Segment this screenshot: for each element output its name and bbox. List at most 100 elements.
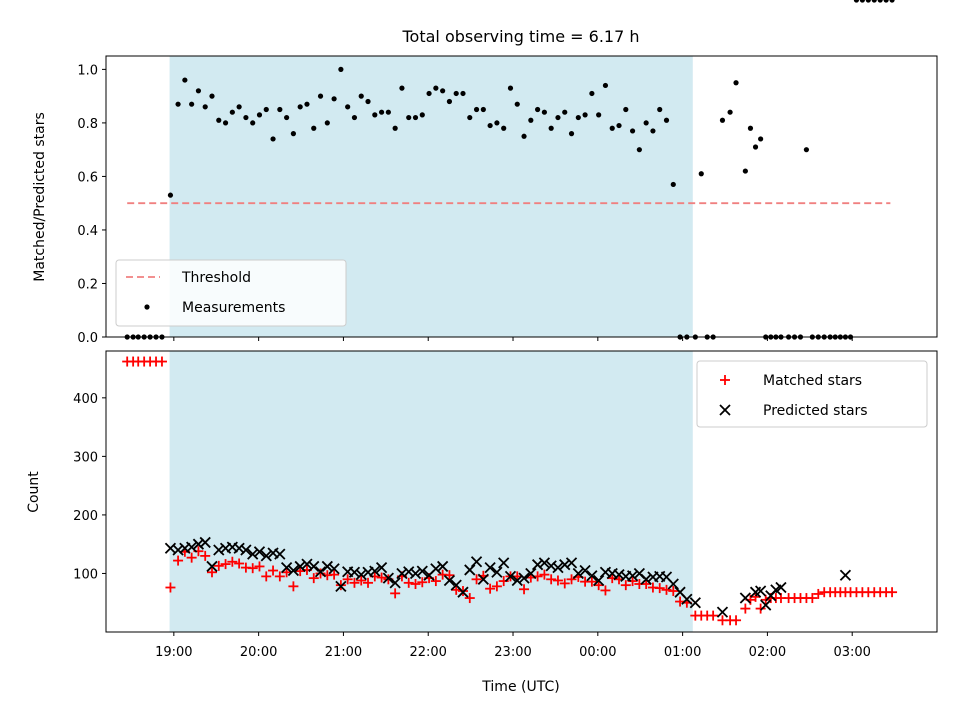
predicted-point — [626, 570, 639, 582]
measurement-point — [175, 101, 181, 107]
predicted-point — [274, 548, 286, 560]
legend-threshold-label: Threshold — [181, 270, 251, 286]
matched-point — [731, 615, 742, 626]
measurement-point — [727, 109, 733, 115]
predicted-point — [260, 550, 272, 562]
matched-point — [566, 574, 577, 585]
cross-b — [328, 563, 340, 575]
measurement-point — [284, 114, 290, 121]
matched-point — [485, 583, 496, 594]
predicted-point — [681, 593, 693, 605]
matched-point — [600, 585, 611, 596]
matched-point — [363, 577, 374, 588]
cross-b — [491, 566, 503, 578]
predicted-point — [396, 567, 408, 580]
matched-point — [430, 576, 441, 587]
cross-b — [219, 542, 232, 554]
legend-predicted-swatch — [719, 404, 731, 416]
bottom-panel: 100 200 300 400 19:00 20:00 21:00 22:00 23:00 00:… — [73, 350, 938, 660]
predicted-point — [328, 563, 340, 575]
measurement-point — [460, 90, 466, 97]
cross-b — [739, 592, 751, 604]
predicted-point — [640, 573, 652, 585]
cross-b — [518, 572, 530, 584]
matched-point — [288, 581, 299, 592]
cross-b — [552, 561, 564, 574]
measurement-point — [865, 0, 871, 3]
measurement-point — [202, 104, 208, 110]
predicted-point — [531, 559, 544, 571]
cross-b — [464, 564, 476, 576]
measurement-point — [189, 101, 195, 107]
measurement-point — [663, 117, 670, 123]
measurement-point — [372, 112, 378, 118]
predicted-point — [552, 561, 564, 574]
matched-point — [220, 559, 231, 570]
matched-point — [254, 561, 265, 572]
matched-point — [552, 575, 563, 586]
measurement-point — [853, 0, 860, 3]
cross-b — [484, 561, 496, 574]
measurement-point — [616, 122, 622, 129]
predicted-point — [321, 560, 333, 573]
predicted-point — [565, 557, 578, 569]
cross-b — [760, 599, 772, 611]
matched-point — [807, 593, 818, 604]
cross-b — [626, 570, 639, 582]
measurement-point — [392, 125, 398, 131]
cross-b — [477, 573, 489, 585]
cross-b — [498, 557, 510, 569]
predicted-point — [233, 542, 245, 554]
cross-b — [593, 574, 605, 587]
predicted-point — [213, 544, 225, 556]
matched-point — [274, 571, 285, 582]
predicted-point — [308, 560, 320, 573]
matched-point — [200, 550, 211, 561]
matched-point — [559, 578, 570, 589]
cross-b — [674, 586, 686, 598]
measurement-point — [487, 122, 493, 129]
measurement-point — [311, 125, 317, 131]
predicted-point — [375, 561, 388, 574]
cross-b — [681, 593, 693, 605]
measurement-point — [358, 93, 364, 99]
measurement-point — [195, 88, 202, 94]
predicted-point — [498, 557, 510, 569]
measurement-point — [263, 106, 269, 113]
matched-point — [376, 572, 387, 583]
bottom-x-tick-label: 23:00 — [494, 645, 531, 660]
legend-matched-swatch — [720, 375, 730, 385]
measurement-point — [345, 104, 351, 110]
matched-point — [186, 552, 197, 563]
measurement-point — [609, 125, 615, 131]
matched-point — [268, 565, 279, 576]
cross-b — [389, 577, 401, 589]
cross-b — [640, 573, 652, 585]
measurement-point — [877, 0, 883, 3]
measurement-point — [277, 106, 283, 113]
cross-b — [504, 570, 517, 583]
predicted-point — [689, 597, 701, 609]
matched-point — [661, 584, 672, 595]
cross-b — [179, 542, 191, 554]
measurement-point — [501, 125, 507, 131]
top-legend-box — [115, 259, 347, 327]
matched-point — [491, 581, 502, 592]
matched-point — [173, 555, 184, 566]
predicted-point — [518, 572, 530, 584]
matched-point — [234, 558, 245, 569]
predicted-point — [586, 570, 598, 582]
predicted-point — [287, 564, 300, 577]
matched-point — [342, 574, 353, 585]
measurement-point — [548, 125, 554, 131]
cross-b — [443, 574, 456, 587]
predicted-point — [280, 561, 293, 574]
predicted-point — [409, 567, 422, 580]
cross-b — [274, 548, 286, 560]
matched-point — [281, 567, 292, 578]
cross-b — [754, 585, 767, 597]
top-y-tick-label: 0.0 — [77, 331, 98, 346]
predicted-point — [355, 568, 367, 581]
matched-point — [315, 568, 326, 579]
